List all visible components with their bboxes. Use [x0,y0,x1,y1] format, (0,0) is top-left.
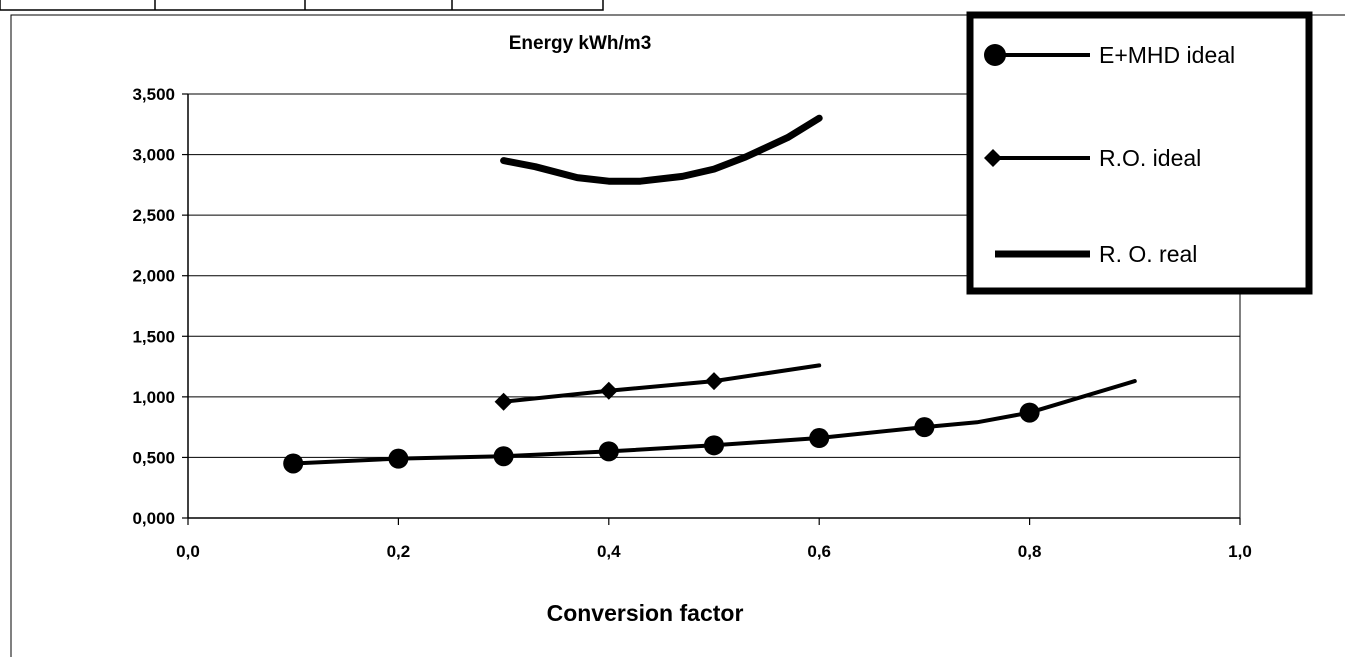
series-line [291,379,1137,466]
y-tick-label: 2,500 [132,206,175,225]
chart-area-border [10,14,1345,657]
data-point [493,446,514,467]
y-tick-label: 3,000 [132,146,175,165]
legend-label: E+MHD ideal [1099,42,1235,68]
series-layer [283,114,1137,474]
legend-label: R. O. real [1099,241,1197,267]
data-point [809,428,830,449]
legend: E+MHD ideal R.O. ideal R. O. real [966,11,1313,295]
data-point [705,372,723,391]
series-line [500,114,823,185]
data-point [1019,402,1040,423]
x-axis-title: Conversion factor [547,600,744,626]
x-tick-label: 0,6 [807,542,831,561]
x-tick-label: 0,4 [597,542,621,561]
x-tick-label: 0,2 [387,542,411,561]
x-tick-label: 1,0 [1228,542,1252,561]
y-tick-label: 1,500 [132,327,175,346]
legend-marker [984,149,1002,167]
data-point [599,381,618,400]
legend-label: R.O. ideal [1099,145,1201,171]
data-point [914,417,935,438]
x-tick-label: 0,0 [176,542,200,561]
axes [182,93,1241,525]
y-tick-label: 1,000 [132,388,175,407]
y-tick-label: 3,500 [132,85,175,104]
series-r-o-ideal [494,363,822,411]
data-point [494,392,513,411]
y-tick-label: 0,000 [132,509,175,528]
data-point [598,441,619,462]
chart-title: Energy kWh/m3 [509,33,652,54]
legend-box [966,11,1313,295]
y-tick-label: 0,500 [132,448,175,467]
series-line [501,363,822,404]
data-point [704,435,724,456]
data-point [388,448,409,469]
tick-labels: 0,000 0,500 1,000 1,500 2,000 2,500 3,000 3,500… [132,85,1251,561]
y-tick-label: 2,000 [132,267,175,286]
series-r-o-real [500,114,823,185]
data-point [283,453,304,474]
legend-marker [984,44,1006,66]
x-tick-label: 0,8 [1018,542,1042,561]
table-fragment [0,0,604,11]
series-e-mhd-ideal [283,379,1137,474]
